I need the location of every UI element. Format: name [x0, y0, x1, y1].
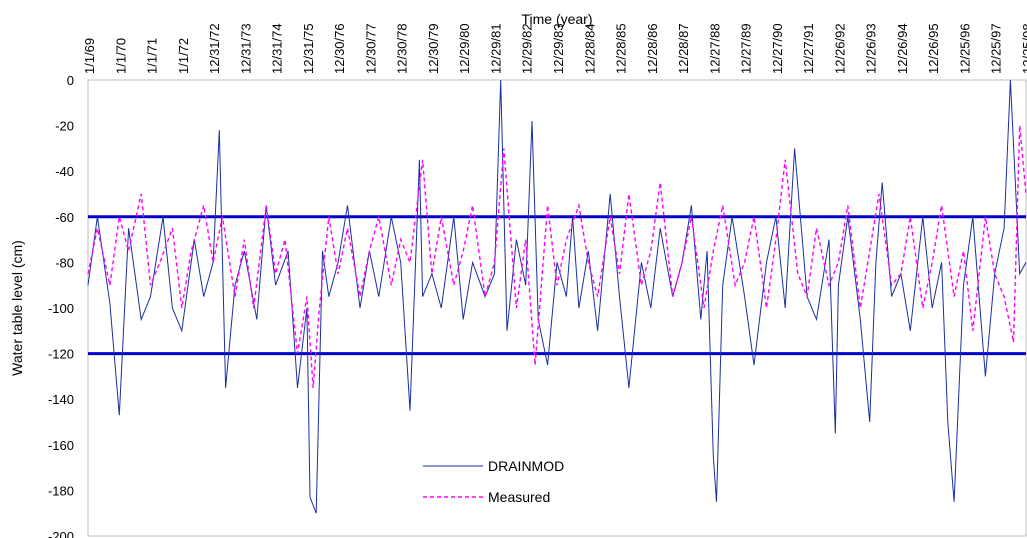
x-tick-label: 12/28/87 — [676, 23, 691, 74]
x-tick-label: 12/28/84 — [582, 23, 597, 74]
y-tick-label: -20 — [55, 119, 74, 134]
y-tick-label: -200 — [48, 529, 74, 538]
y-axis-title: Water table level (cm) — [9, 240, 25, 376]
x-tick-label: 12/29/80 — [457, 23, 472, 74]
x-tick-label: 12/31/73 — [238, 23, 253, 74]
x-tick-label: 1/1/69 — [82, 38, 97, 74]
y-tick-label: -100 — [48, 301, 74, 316]
plot-area — [87, 79, 1027, 537]
x-axis-title: Time (year) — [521, 11, 592, 27]
series-lines — [87, 79, 1027, 514]
x-tick-label: 1/1/70 — [113, 38, 128, 74]
y-tick-label: -80 — [55, 255, 74, 270]
x-tick-label: 12/27/90 — [770, 23, 785, 74]
legend-label-measured: Measured — [488, 489, 550, 505]
x-tick-label: 1/1/72 — [176, 38, 191, 74]
x-tick-label: 12/28/86 — [645, 23, 660, 74]
legend-label-drainmod: DRAINMOD — [488, 458, 564, 474]
x-tick-label: 12/29/82 — [520, 23, 535, 74]
series-line-drainmod — [87, 79, 1027, 514]
y-tick-label: -140 — [48, 392, 74, 407]
y-tick-label: 0 — [67, 73, 74, 88]
y-axis-ticks: 0 -20 -40 -60 -80 -100 -120 -140 -160 -180 -200 — [48, 73, 74, 538]
x-axis-ticks: 1/1/69 1/1/70 1/1/71 1/1/72 12/31/72 12/31/73… — [82, 23, 1027, 74]
x-tick-label: 12/31/75 — [301, 23, 316, 74]
y-tick-label: -160 — [48, 438, 74, 453]
x-tick-label: 12/30/76 — [332, 23, 347, 74]
series-line-measured — [87, 125, 1027, 388]
x-tick-label: 12/30/78 — [395, 23, 410, 74]
x-tick-label: 12/25/97 — [989, 23, 1004, 74]
x-tick-label: 12/31/74 — [270, 23, 285, 74]
x-tick-label: 12/27/91 — [801, 23, 816, 74]
x-tick-label: 12/25/96 — [957, 23, 972, 74]
y-tick-label: -60 — [55, 210, 74, 225]
plot-frame — [87, 79, 1027, 537]
x-tick-label: 12/29/83 — [551, 23, 566, 74]
x-tick-label: 12/30/77 — [363, 23, 378, 74]
x-tick-label: 12/26/92 — [832, 23, 847, 74]
x-tick-label: 12/25/98 — [1020, 23, 1027, 74]
y-tick-label: -180 — [48, 483, 74, 498]
x-tick-label: 12/30/79 — [426, 23, 441, 74]
x-tick-label: 12/29/81 — [488, 23, 503, 74]
x-tick-label: 12/28/85 — [614, 23, 629, 74]
y-tick-label: -40 — [55, 164, 74, 179]
reference-lines — [88, 215, 1026, 356]
x-tick-label: 12/26/95 — [926, 23, 941, 74]
x-tick-label: 12/26/94 — [895, 23, 910, 74]
x-tick-label: 12/27/89 — [739, 23, 754, 74]
legend: DRAINMOD Measured — [423, 458, 564, 505]
x-tick-label: 1/1/71 — [145, 38, 160, 74]
x-tick-label: 12/26/93 — [864, 23, 879, 74]
x-tick-label: 12/31/72 — [207, 23, 222, 74]
x-tick-label: 12/27/88 — [707, 23, 722, 74]
y-tick-label: -120 — [48, 347, 74, 362]
